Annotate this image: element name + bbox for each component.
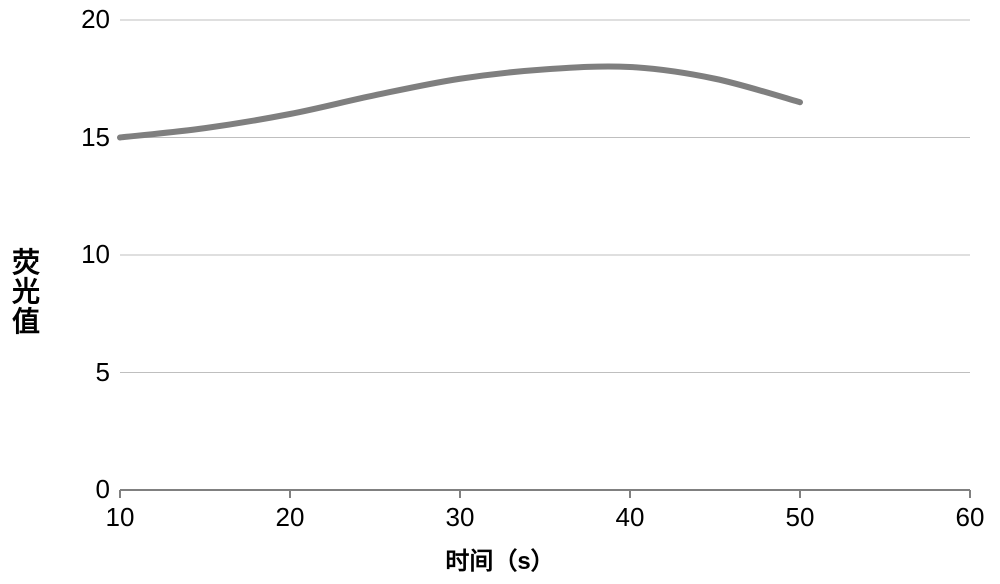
x-axis-label: 时间（s） <box>445 541 554 576</box>
y-axis-label-char: 光 <box>6 277 46 306</box>
y-axis-label-char: 值 <box>6 307 46 336</box>
y-axis-label-char: 荧 <box>6 248 46 277</box>
x-tick-label: 20 <box>260 502 320 533</box>
y-tick-label: 0 <box>60 474 110 505</box>
y-tick-label: 10 <box>60 239 110 270</box>
y-tick-label: 15 <box>60 122 110 153</box>
x-tick-label: 10 <box>90 502 150 533</box>
chart-plot <box>0 0 1000 584</box>
x-tick-label: 30 <box>430 502 490 533</box>
chart-container: 荧 光 值 时间（s） 0 5 10 15 20 10 20 30 40 50 60 <box>0 0 1000 584</box>
y-axis-label: 荧 光 值 <box>6 248 46 336</box>
y-tick-label: 20 <box>60 4 110 35</box>
x-tick-label: 40 <box>600 502 660 533</box>
y-tick-label: 5 <box>60 357 110 388</box>
x-tick-label: 50 <box>770 502 830 533</box>
x-tick-label: 60 <box>940 502 1000 533</box>
